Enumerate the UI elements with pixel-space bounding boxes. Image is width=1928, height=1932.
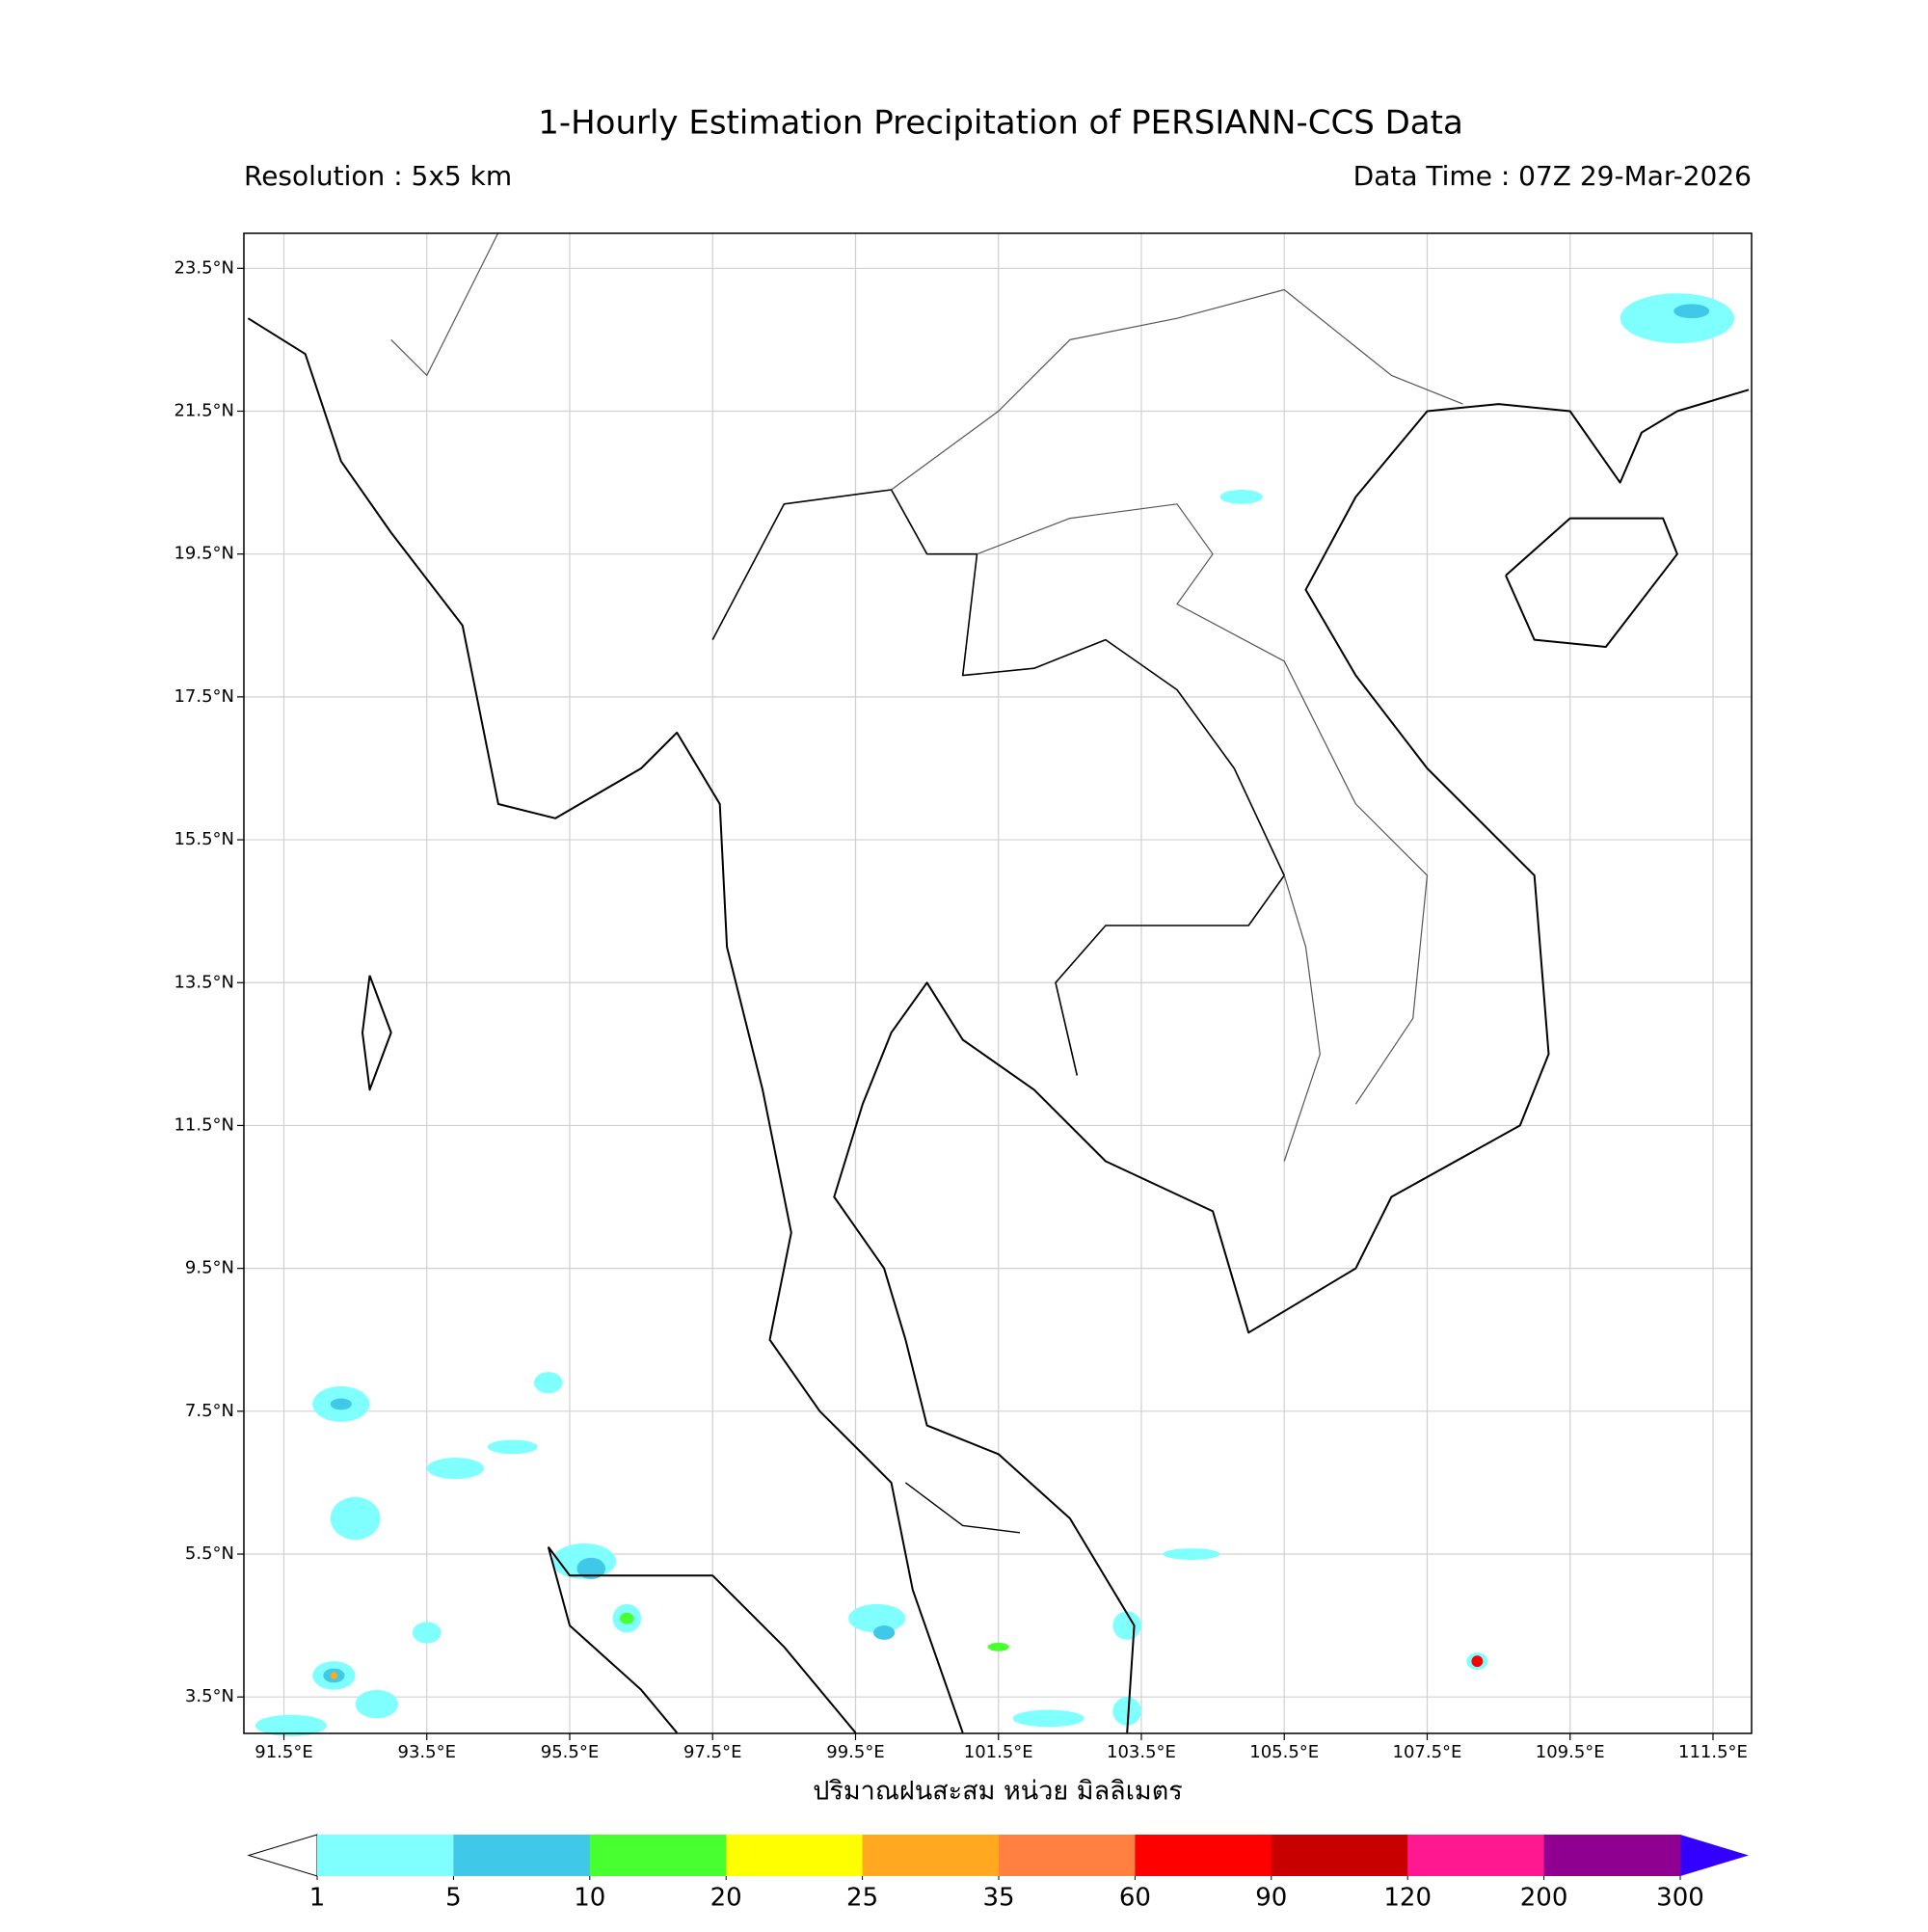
x-tick-label: 95.5°E	[541, 1742, 599, 1762]
border	[390, 232, 499, 376]
y-tick-label: 5.5°N	[185, 1543, 234, 1564]
coastline	[547, 1546, 678, 1733]
coastline	[548, 1546, 857, 1733]
island	[1505, 517, 1678, 648]
x-tick-label: 97.5°E	[683, 1742, 741, 1762]
colorbar-tick-label: 300	[1656, 1884, 1704, 1913]
border	[1283, 874, 1321, 1162]
y-tick-label: 23.5°N	[174, 257, 234, 278]
colorbar-box	[589, 1835, 727, 1876]
border	[711, 489, 1285, 1076]
rain-area	[1012, 1709, 1084, 1728]
border	[977, 503, 1429, 1105]
y-tick-label: 19.5°N	[174, 544, 234, 564]
colorbar-box	[1271, 1835, 1408, 1876]
colorbar-tick-label: 90	[1255, 1884, 1287, 1913]
y-tick-label: 13.5°N	[174, 972, 234, 992]
colorbar-tick-label: 35	[982, 1884, 1014, 1913]
x-tick-label: 93.5°E	[398, 1742, 456, 1762]
x-tick-label: 99.5°E	[826, 1742, 884, 1762]
rain-area	[487, 1439, 538, 1455]
y-tick-label: 7.5°N	[185, 1401, 234, 1421]
colorbar-box	[999, 1835, 1136, 1876]
rain-area	[619, 1612, 634, 1624]
resolution: Resolution : 5x5 km	[244, 160, 512, 192]
colorbar-box	[1543, 1835, 1681, 1876]
colorbar-tick-label: 10	[574, 1884, 605, 1913]
colorbar-tick-label: 25	[846, 1884, 878, 1913]
colorbar-box	[453, 1835, 591, 1876]
rain-area	[254, 1714, 327, 1736]
map-frame	[243, 232, 1753, 1734]
colorbar-over	[1680, 1835, 1749, 1876]
rain-area	[1112, 1697, 1141, 1726]
y-tick-label: 15.5°N	[174, 829, 234, 849]
y-tick-label: 9.5°N	[185, 1258, 234, 1278]
grid	[244, 233, 1752, 1733]
y-tick-label: 21.5°N	[174, 400, 234, 420]
data-time: Data Time : 07Z 29-Mar-2026	[1353, 160, 1752, 192]
coastline	[833, 389, 1750, 1733]
colorbar-tick-label: 1	[309, 1884, 326, 1913]
rain-area	[1219, 490, 1263, 504]
rain-area	[1112, 1611, 1141, 1640]
rain-area	[1674, 304, 1710, 319]
colorbar-label: ปริมาณฝนสะสม หน่วย มิลลิเมตร	[813, 1777, 1183, 1807]
colorbar-tick-label: 120	[1383, 1884, 1432, 1913]
axes: 91.5°E 93.5°E 95.5°E 97.5°E 99.5°E 101.5°E 103…	[174, 232, 1753, 1762]
colorbar-tick-label: 60	[1119, 1884, 1151, 1913]
rain-areas	[254, 293, 1735, 1736]
border	[904, 1482, 1021, 1534]
colorbar-box	[317, 1835, 454, 1876]
x-tick-label: 91.5°E	[254, 1742, 312, 1762]
rain-area	[873, 1625, 896, 1640]
x-tick-label: 111.5°E	[1678, 1742, 1748, 1762]
x-tick-label: 101.5°E	[964, 1742, 1033, 1762]
y-tick-label: 11.5°N	[174, 1114, 234, 1135]
colorbar-tick-label: 20	[710, 1884, 742, 1913]
title: 1-Hourly Estimation Precipitation of PER…	[538, 104, 1463, 143]
rain-area	[412, 1622, 442, 1644]
colorbar-under	[247, 1834, 318, 1877]
colorbar: 1 5 10 20 25 35 60 90 120 200 300	[247, 1834, 1749, 1913]
rain-area	[848, 1603, 906, 1633]
rain-area	[987, 1642, 1009, 1651]
rain-area	[330, 1496, 381, 1541]
rain-area	[330, 1398, 352, 1410]
rain-area	[355, 1689, 399, 1719]
y-tick-label: 3.5°N	[185, 1686, 234, 1706]
colorbar-box	[1135, 1835, 1272, 1876]
rain-area	[533, 1372, 563, 1394]
y-tick-label: 17.5°N	[174, 686, 234, 707]
rain-area	[1471, 1655, 1484, 1668]
coastline	[247, 317, 964, 1733]
rain-area	[1163, 1548, 1220, 1560]
colorbar-tick-label: 200	[1520, 1884, 1568, 1913]
border	[891, 288, 1463, 491]
rain-area	[330, 1672, 338, 1679]
island	[362, 975, 392, 1091]
geography	[247, 232, 1750, 1733]
colorbar-box	[726, 1835, 864, 1876]
colorbar-tick-label: 5	[445, 1884, 462, 1913]
colorbar-box	[1407, 1835, 1545, 1876]
rain-area	[576, 1557, 606, 1579]
rain-area	[426, 1458, 485, 1480]
colorbar-box	[862, 1835, 1000, 1876]
x-tick-label: 109.5°E	[1536, 1742, 1605, 1762]
rain-area	[1620, 293, 1735, 344]
x-tick-label: 103.5°E	[1107, 1742, 1176, 1762]
x-tick-label: 107.5°E	[1393, 1742, 1462, 1762]
x-tick-label: 105.5°E	[1249, 1742, 1319, 1762]
